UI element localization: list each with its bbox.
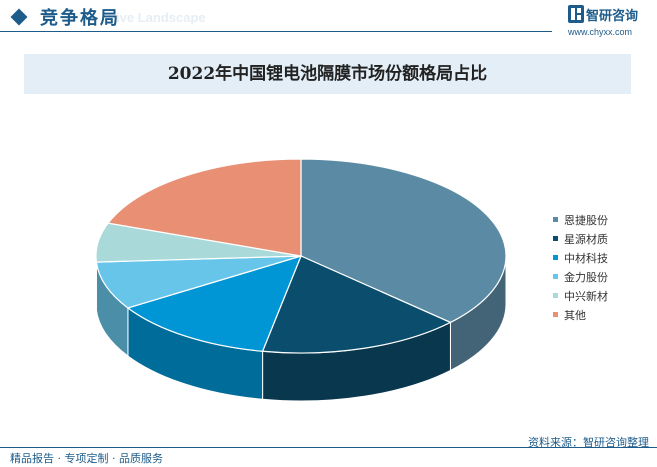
legend-swatch (553, 255, 558, 260)
brand-logo-icon (568, 5, 584, 23)
legend-swatch (553, 274, 558, 279)
legend-swatch (553, 293, 558, 298)
pie-slice-5 (107, 158, 302, 257)
header-divider (0, 31, 552, 32)
chart-title: 2022年中国锂电池隔膜市场份额格局占比 (167, 64, 488, 84)
brand-name: 智研咨询 (586, 9, 639, 24)
legend-swatch (553, 236, 558, 241)
legend-item: 中材科技 (553, 248, 608, 267)
legend-label: 恩捷股份 (564, 213, 608, 227)
pie-slice-0 (300, 158, 507, 324)
legend-swatch (553, 312, 558, 317)
section-header: 竞争格局 ive Landscape (0, 0, 657, 40)
legend-label: 中兴新材 (564, 289, 608, 303)
legend-item: 中兴新材 (553, 286, 608, 305)
legend-label: 中材科技 (564, 251, 608, 265)
footer-services: 精品报告 · 专项定制 · 品质服务 (10, 452, 163, 465)
legend-label: 星源材质 (564, 232, 608, 246)
footer-divider (0, 447, 657, 448)
section-subtitle: ive Landscape (116, 10, 206, 25)
brand-url: www.chyxx.com (568, 27, 633, 37)
section-title: 竞争格局 (40, 8, 120, 29)
legend-item: 其他 (553, 305, 608, 324)
legend-swatch (553, 217, 558, 222)
legend-item: 金力股份 (553, 267, 608, 286)
brand-logo: 智研咨询 www.chyxx.com (568, 3, 654, 41)
footer-source: 资料来源：智研咨询整理 (528, 436, 649, 449)
legend-item: 星源材质 (553, 229, 608, 248)
pie-slice-3 (95, 255, 302, 309)
legend-label: 其他 (564, 308, 586, 322)
chart-legend: 恩捷股份星源材质中材科技金力股份中兴新材其他 (553, 210, 608, 324)
legend-item: 恩捷股份 (553, 210, 608, 229)
pie-slice-1 (261, 255, 452, 354)
pie-slice-2 (126, 255, 303, 352)
chart-title-band: 2022年中国锂电池隔膜市场份额格局占比 (24, 54, 631, 94)
legend-label: 金力股份 (564, 270, 608, 284)
